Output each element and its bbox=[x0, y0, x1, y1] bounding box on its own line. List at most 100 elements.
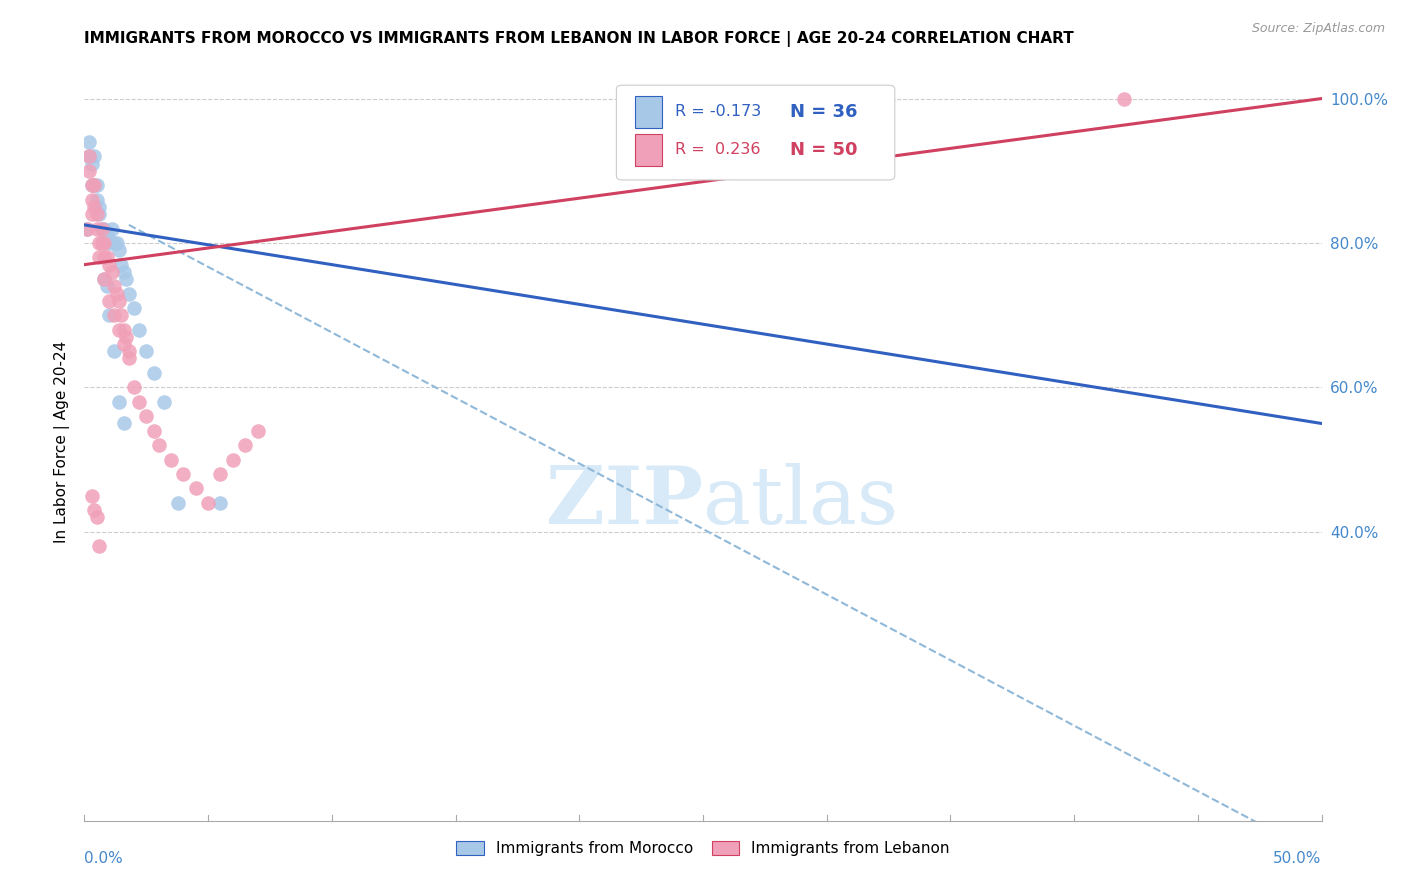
Point bbox=[128, 394, 150, 409]
Text: N = 36: N = 36 bbox=[790, 103, 858, 120]
Point bbox=[103, 279, 125, 293]
Point bbox=[110, 308, 132, 322]
Point bbox=[76, 221, 98, 235]
Point bbox=[86, 510, 108, 524]
Y-axis label: In Labor Force | Age 20-24: In Labor Force | Age 20-24 bbox=[55, 341, 70, 542]
Point bbox=[93, 272, 115, 286]
Point bbox=[98, 258, 121, 272]
Text: IMMIGRANTS FROM MOROCCO VS IMMIGRANTS FROM LEBANON IN LABOR FORCE | AGE 20-24 CO: IMMIGRANTS FROM MOROCCO VS IMMIGRANTS FR… bbox=[84, 31, 1074, 47]
Point bbox=[83, 178, 105, 193]
Point bbox=[89, 251, 111, 265]
Point bbox=[83, 200, 105, 214]
Point bbox=[79, 163, 101, 178]
Point bbox=[96, 279, 118, 293]
Point bbox=[86, 193, 108, 207]
Point bbox=[142, 366, 165, 380]
Point bbox=[79, 149, 101, 163]
Point bbox=[209, 496, 232, 510]
Point bbox=[222, 452, 245, 467]
Point bbox=[122, 380, 145, 394]
Point bbox=[167, 496, 190, 510]
Point bbox=[115, 330, 138, 344]
Text: Source: ZipAtlas.com: Source: ZipAtlas.com bbox=[1251, 22, 1385, 36]
Point bbox=[122, 301, 145, 315]
Point bbox=[83, 178, 105, 193]
Point bbox=[89, 235, 111, 250]
Point bbox=[112, 337, 135, 351]
FancyBboxPatch shape bbox=[616, 85, 894, 180]
Text: atlas: atlas bbox=[703, 463, 898, 541]
Point bbox=[105, 235, 128, 250]
Point bbox=[86, 178, 108, 193]
Point bbox=[112, 417, 135, 431]
Text: R = -0.173: R = -0.173 bbox=[675, 104, 761, 120]
Point bbox=[80, 178, 103, 193]
Point bbox=[108, 394, 131, 409]
Point bbox=[108, 323, 131, 337]
Point bbox=[89, 207, 111, 221]
Point bbox=[80, 156, 103, 170]
Point bbox=[160, 452, 183, 467]
Point bbox=[80, 193, 103, 207]
Point bbox=[98, 293, 121, 308]
Point bbox=[108, 243, 131, 257]
Point bbox=[184, 482, 207, 496]
FancyBboxPatch shape bbox=[636, 95, 662, 128]
Point bbox=[98, 235, 121, 250]
Point bbox=[112, 265, 135, 279]
Text: ZIP: ZIP bbox=[546, 463, 703, 541]
Point bbox=[197, 496, 219, 510]
Point bbox=[96, 251, 118, 265]
Point bbox=[93, 235, 115, 250]
Point bbox=[112, 323, 135, 337]
Point bbox=[108, 293, 131, 308]
Point bbox=[100, 221, 122, 235]
Text: N = 50: N = 50 bbox=[790, 141, 858, 159]
Point bbox=[76, 221, 98, 235]
Point bbox=[90, 221, 112, 235]
Point bbox=[115, 272, 138, 286]
Point bbox=[86, 221, 108, 235]
FancyBboxPatch shape bbox=[636, 134, 662, 166]
Text: 0.0%: 0.0% bbox=[84, 851, 124, 866]
Point bbox=[110, 258, 132, 272]
Point bbox=[118, 351, 141, 366]
Point bbox=[135, 344, 157, 359]
Point bbox=[209, 467, 232, 481]
Point bbox=[142, 424, 165, 438]
Point bbox=[152, 394, 174, 409]
Point bbox=[128, 323, 150, 337]
Point bbox=[89, 200, 111, 214]
Point bbox=[80, 178, 103, 193]
Point bbox=[246, 424, 269, 438]
Point bbox=[93, 221, 115, 235]
Text: R =  0.236: R = 0.236 bbox=[675, 142, 761, 157]
Point bbox=[83, 149, 105, 163]
Point bbox=[233, 438, 256, 452]
Point bbox=[103, 235, 125, 250]
Point bbox=[90, 221, 112, 235]
Point bbox=[80, 207, 103, 221]
Point bbox=[93, 272, 115, 286]
Point bbox=[135, 409, 157, 424]
Point bbox=[148, 438, 170, 452]
Point bbox=[89, 539, 111, 553]
Text: 50.0%: 50.0% bbox=[1274, 851, 1322, 866]
Point bbox=[79, 149, 101, 163]
Point bbox=[80, 489, 103, 503]
Point bbox=[98, 308, 121, 322]
Point bbox=[79, 135, 101, 149]
Point bbox=[118, 344, 141, 359]
Point bbox=[1112, 91, 1135, 105]
Point bbox=[96, 228, 118, 243]
Point bbox=[103, 344, 125, 359]
Point bbox=[90, 235, 112, 250]
Point bbox=[83, 503, 105, 517]
Point bbox=[93, 251, 115, 265]
Legend: Immigrants from Morocco, Immigrants from Lebanon: Immigrants from Morocco, Immigrants from… bbox=[450, 835, 956, 863]
Point bbox=[100, 265, 122, 279]
Point bbox=[105, 286, 128, 301]
Point bbox=[103, 308, 125, 322]
Point bbox=[172, 467, 194, 481]
Point bbox=[118, 286, 141, 301]
